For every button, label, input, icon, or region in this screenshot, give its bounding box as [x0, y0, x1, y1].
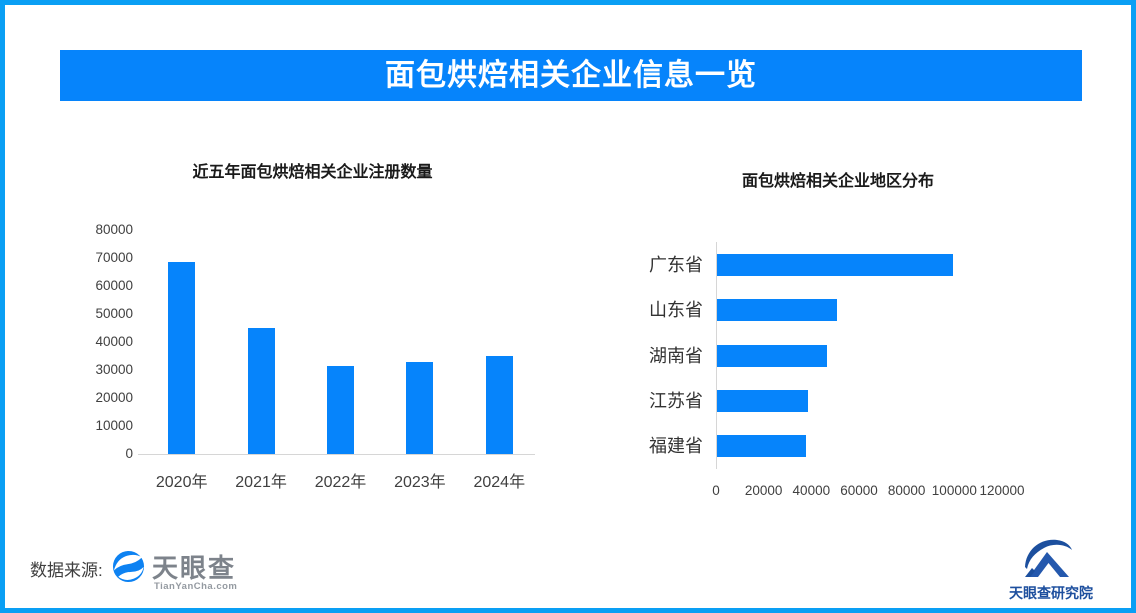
region-bar-chart: 面包烘焙相关企业地区分布 广东省山东省湖南省江苏省福建省 0 20000 40000 6…	[645, 150, 1075, 515]
y-axis-tick-label: 30000	[95, 362, 133, 377]
bar	[247, 328, 275, 454]
y-axis-category-label: 江苏省	[649, 390, 703, 411]
y-axis-category-label: 湖南省	[649, 345, 703, 366]
research-institute-name: 天眼查研究院	[1009, 585, 1093, 601]
right-chart-title: 面包烘焙相关企业地区分布	[741, 173, 934, 190]
bar	[485, 356, 513, 454]
bar	[717, 344, 827, 367]
y-axis-tick-label: 10000	[95, 418, 133, 433]
y-axis-tick-label: 70000	[95, 250, 133, 265]
bar	[717, 435, 806, 458]
x-axis-category-label: 2020年	[155, 474, 208, 491]
tianyancha-wordmark: 天眼查	[152, 553, 237, 583]
x-axis-tick-label: 20000	[744, 483, 783, 498]
research-institute-logo-icon	[1017, 535, 1075, 581]
bar	[327, 366, 354, 454]
x-axis-category-label: 2021年	[235, 474, 287, 491]
y-axis-category-label: 福建省	[649, 436, 703, 457]
x-axis-category-label: 2022年	[314, 474, 367, 491]
tianyancha-eye-icon	[112, 550, 145, 583]
tianyancha-domain: TianYanCha.com	[154, 581, 238, 592]
x-axis-category-label: 2023年	[394, 474, 446, 491]
bar	[168, 262, 196, 454]
registration-bar-chart: 近五年面包烘焙相关企业注册数量 0 10000 20000 30000 40000 500…	[85, 150, 540, 510]
bar	[406, 362, 434, 454]
data-source-label: 数据来源:	[30, 561, 103, 580]
bar	[717, 389, 808, 412]
x-axis-tick-label: 60000	[840, 483, 878, 498]
y-axis-tick-label: 50000	[95, 306, 133, 321]
x-axis-tick-label: 100000	[931, 483, 977, 498]
left-chart-title: 近五年面包烘焙相关企业注册数量	[192, 164, 433, 181]
y-axis-tick-label: 40000	[95, 334, 133, 349]
y-axis-tick-label: 80000	[95, 222, 133, 237]
page-title: 面包烘焙相关企业信息一览	[60, 50, 1082, 101]
x-axis-tick-label: 120000	[979, 483, 1025, 498]
bar	[717, 253, 953, 276]
y-axis-category-label: 广东省	[649, 254, 703, 275]
y-axis-tick-label: 20000	[95, 390, 133, 405]
x-axis-tick-label: 40000	[792, 483, 831, 498]
y-axis-tick-label: 60000	[95, 278, 133, 293]
x-axis-line	[138, 454, 535, 455]
y-axis-line	[716, 242, 717, 469]
bar	[717, 299, 837, 322]
x-axis-tick-label: 0	[712, 483, 720, 498]
x-axis-category-label: 2024年	[473, 474, 526, 491]
y-axis-tick-label: 0	[125, 446, 133, 461]
x-axis-tick-label: 80000	[887, 483, 926, 498]
y-axis-category-label: 山东省	[649, 300, 703, 321]
